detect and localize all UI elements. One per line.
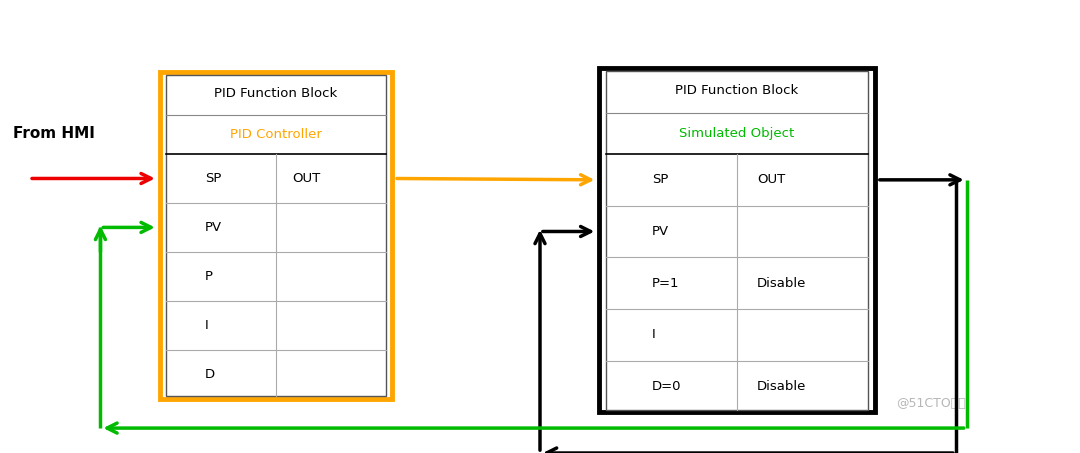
Text: P: P — [205, 270, 213, 283]
Text: D: D — [205, 368, 215, 381]
Text: SP: SP — [652, 173, 669, 186]
Text: PID Function Block: PID Function Block — [675, 84, 799, 97]
Text: PV: PV — [652, 225, 669, 238]
Text: OUT: OUT — [757, 173, 785, 186]
Text: I: I — [205, 319, 208, 332]
Text: Simulated Object: Simulated Object — [679, 127, 795, 140]
Text: P=1: P=1 — [652, 277, 679, 289]
Text: PID Function Block: PID Function Block — [214, 87, 338, 100]
Text: I: I — [652, 328, 656, 341]
Text: D=0: D=0 — [652, 380, 681, 393]
Bar — [166, 75, 386, 396]
Text: OUT: OUT — [293, 172, 321, 185]
Text: @51CTO博客: @51CTO博客 — [896, 397, 967, 410]
Text: Disable: Disable — [757, 380, 806, 393]
Text: SP: SP — [205, 172, 221, 185]
Text: PID Controller: PID Controller — [230, 128, 322, 141]
Bar — [160, 72, 392, 399]
Text: Disable: Disable — [757, 277, 806, 289]
Text: From HMI: From HMI — [13, 125, 95, 141]
Bar — [599, 68, 875, 412]
Bar — [606, 71, 868, 410]
Text: PV: PV — [205, 221, 221, 234]
Text: 🐱 剑指工控: 🐱 剑指工控 — [821, 350, 878, 366]
